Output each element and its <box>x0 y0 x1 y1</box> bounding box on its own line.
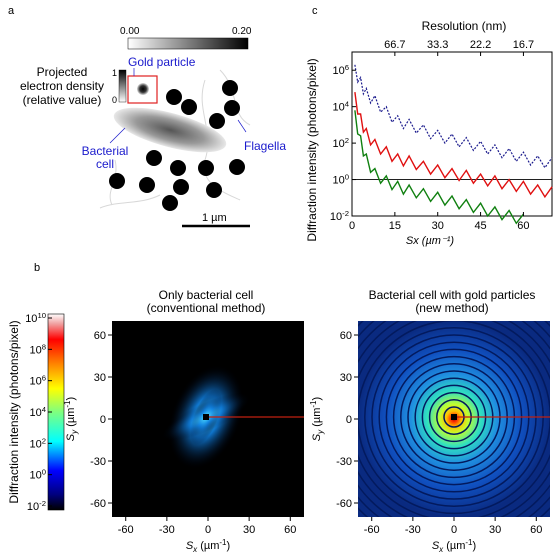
right-xlabel: Sx (µm-1) <box>432 538 476 554</box>
density-label-line1: Projected <box>37 65 88 79</box>
left-ytick-label-2: 0 <box>100 414 106 426</box>
small-colorbar-bottom: 0 <box>112 95 117 105</box>
right-title-line1: Bacterial cell with gold particles <box>369 288 536 302</box>
left-xlabel: Sx (µm-1) <box>186 538 230 554</box>
left-ylabel: Sy (µm-1) <box>63 397 79 441</box>
chart-c-xlabel: Sx (µm⁻¹) <box>406 235 455 247</box>
right-xtick-label-0: -60 <box>364 524 380 536</box>
left-xtick-label-0: -60 <box>118 524 134 536</box>
chart-c-toptick-label-3: 16.7 <box>513 39 534 51</box>
density-colorbar-min: 0.00 <box>120 26 140 37</box>
right-ytick-label-0: 60 <box>340 330 352 342</box>
left-ytick-label-0: 60 <box>94 330 106 342</box>
gold-particle-box <box>127 75 158 104</box>
chart-c-ytick-label-4: 10-2 <box>330 209 349 223</box>
right-xtick-label-3: 30 <box>489 524 501 536</box>
chart-c-xtick-label-1: 15 <box>389 220 401 232</box>
right-diffraction-image <box>358 321 550 517</box>
chart-c-toptick-label-0: 66.7 <box>384 39 405 51</box>
chart-c-ytick-label-1: 104 <box>332 100 349 114</box>
panel-c-chart: Resolution (nm) Diffraction intensity (p… <box>305 19 553 247</box>
chart-c-ylabel: Diffraction intensity (photons/pixel) <box>305 58 319 241</box>
right-ylabel: Sy (µm-1) <box>309 397 325 441</box>
right-image-axes: -60 -30 0 30 60 60 30 0 -30 -60 Sx (µm-1) Sy (µm-1) <box>309 330 542 554</box>
bacterial-cell-label-line2: cell <box>96 157 114 171</box>
right-xtick-label-2: 0 <box>451 524 457 536</box>
panel-a-figure: 0.00 0.20 1 0 Projected electron density… <box>20 26 286 228</box>
panel-b-letter: b <box>34 262 41 274</box>
left-xtick-label-2: 0 <box>205 524 211 536</box>
density-colorbar-max: 0.20 <box>232 26 252 37</box>
chart-c-toptick-label-1: 33.3 <box>427 39 448 51</box>
gold-particles-group <box>109 80 245 211</box>
cb-tick-label-3: 104 <box>29 405 46 419</box>
right-ytick-label-1: 30 <box>340 372 352 384</box>
density-label-line3: (relative value) <box>23 93 102 107</box>
density-label-line2: electron density <box>20 79 104 93</box>
left-xtick-label-1: -30 <box>159 524 175 536</box>
chart-c-series-0 <box>354 64 553 169</box>
bacterial-cell <box>113 107 227 153</box>
intensity-colorbar-label: Diffraction intensity (photons/pixel) <box>7 320 21 503</box>
scale-bar-label: 1 µm <box>202 212 227 224</box>
cb-tick-label-1: 108 <box>29 342 46 356</box>
chart-c-title: Resolution (nm) <box>422 19 507 33</box>
cb-tick-label-5: 100 <box>29 468 46 482</box>
chart-c-xtick-label-0: 0 <box>349 220 355 232</box>
chart-c-ytick-label-2: 102 <box>332 136 349 150</box>
small-colorbar-top: 1 <box>112 68 117 78</box>
density-colorbar <box>127 37 249 50</box>
chart-c-xtick-label-4: 60 <box>517 220 529 232</box>
panel-b-figure: Diffraction intensity (photons/pixel) 10… <box>7 288 550 554</box>
left-ytick-label-4: -60 <box>90 498 106 510</box>
chart-c-xtick-label-2: 30 <box>432 220 444 232</box>
panel-a-letter: a <box>8 5 15 17</box>
diffraction-ring <box>358 321 550 515</box>
bacterial-cell-label-line1: Bacterial <box>82 144 129 158</box>
chart-c-frame <box>351 51 553 217</box>
right-ytick-label-2: 0 <box>346 414 352 426</box>
cb-tick-label-2: 106 <box>29 374 46 388</box>
small-colorbar <box>118 69 127 103</box>
left-image-axes: -60 -30 0 30 60 60 30 0 -30 -60 Sx (µm-1) Sy (µm-1) <box>63 330 296 554</box>
intensity-colorbar-ticks: 1010 108 106 104 102 100 10-2 <box>25 311 52 513</box>
right-ytick-label-3: -30 <box>336 456 352 468</box>
cb-tick-label-4: 102 <box>29 436 46 450</box>
chart-c-xtick-label-3: 45 <box>474 220 486 232</box>
flagella-label: Flagella <box>244 139 286 153</box>
chart-c-toptick-label-2: 22.2 <box>470 39 491 51</box>
left-ytick-label-1: 30 <box>94 372 106 384</box>
left-title-line1: Only bacterial cell <box>159 288 254 302</box>
right-xtick-label-1: -30 <box>405 524 421 536</box>
left-ytick-label-3: -30 <box>90 456 106 468</box>
chart-c-series-1 <box>354 92 553 199</box>
left-diffraction-image <box>112 321 304 517</box>
right-title-line2: (new method) <box>415 301 488 315</box>
chart-c-plot-area: 0 15 30 45 60 66.7 33.3 22.2 16.7 106 104 102 100 10-… <box>330 39 553 232</box>
right-xtick-label-4: 60 <box>530 524 542 536</box>
panel-c-letter: c <box>312 5 318 17</box>
chart-c-series-2 <box>354 110 524 225</box>
left-title-line2: (conventional method) <box>147 301 266 315</box>
left-xtick-label-3: 30 <box>243 524 255 536</box>
chart-c-ytick-label-0: 106 <box>332 63 349 77</box>
left-xtick-label-4: 60 <box>284 524 296 536</box>
cb-tick-label-6: 10-2 <box>27 499 46 513</box>
gold-particle-label: Gold particle <box>128 55 196 69</box>
chart-c-ytick-label-3: 100 <box>332 173 349 187</box>
cb-tick-label-0: 1010 <box>25 311 46 325</box>
right-ytick-label-4: -60 <box>336 498 352 510</box>
gold-particle <box>137 83 149 95</box>
